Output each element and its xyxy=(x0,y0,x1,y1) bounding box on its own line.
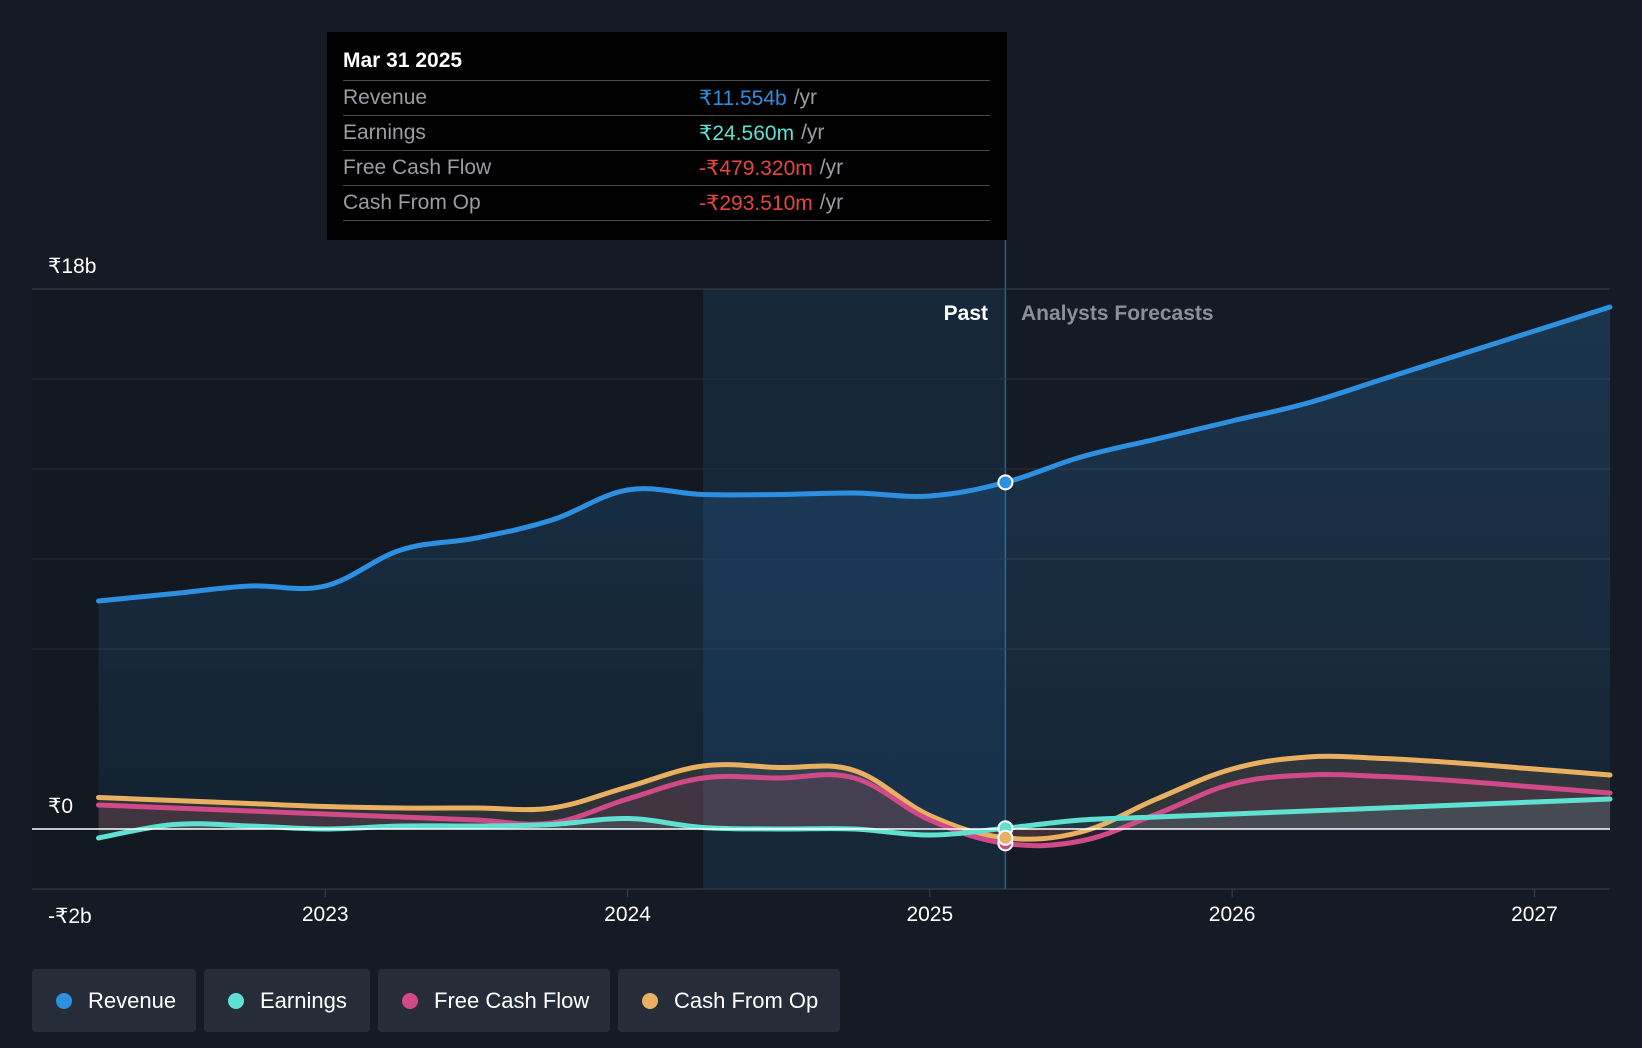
x-tick-label: 2027 xyxy=(1511,903,1558,926)
tooltip: Mar 31 2025 Revenue ₹11.554b /yr Earning… xyxy=(327,32,1007,240)
x-tick-label: 2026 xyxy=(1209,903,1256,926)
tooltip-unit: /yr xyxy=(801,121,825,144)
y-tick-label: -₹2b xyxy=(48,905,92,928)
legend-label: Revenue xyxy=(88,987,177,1013)
cash-from-op-marker[interactable] xyxy=(997,829,1014,846)
free-cash-flow-dot-icon xyxy=(402,992,418,1009)
legend-item-earnings[interactable]: Earnings xyxy=(204,969,370,1032)
tooltip-value: ₹24.560m xyxy=(699,121,795,145)
tooltip-unit: /yr xyxy=(819,156,844,179)
legend-label: Earnings xyxy=(260,987,347,1013)
free-cash-flow-line[interactable] xyxy=(96,772,1613,849)
tooltip-label: Earnings xyxy=(343,121,426,144)
legend-label: Cash From Op xyxy=(674,987,819,1013)
legend-item-free-cash-flow[interactable]: Free Cash Flow xyxy=(378,969,610,1032)
tooltip-label: Revenue xyxy=(343,86,428,109)
cash-from-op-dot-icon xyxy=(642,992,658,1009)
cash-from-op-line[interactable] xyxy=(96,753,1613,842)
revenue-dot-icon xyxy=(56,992,72,1009)
y-tick-label: ₹0 xyxy=(48,795,73,818)
tooltip-row-cash-from-op: Cash From Op -₹293.510m /yr xyxy=(343,185,990,221)
tooltip-unit: /yr xyxy=(819,191,844,214)
legend-item-cash-from-op[interactable]: Cash From Op xyxy=(618,969,840,1032)
tooltip-row-revenue: Revenue ₹11.554b /yr xyxy=(343,80,990,115)
tooltip-label: Cash From Op xyxy=(343,191,481,214)
tooltip-label: Free Cash Flow xyxy=(343,156,492,179)
legend-item-revenue[interactable]: Revenue xyxy=(32,969,196,1032)
y-tick-label: ₹18b xyxy=(48,255,96,278)
forecast-label: Analysts Forecasts xyxy=(1021,302,1214,325)
tooltip-value: -₹479.320m xyxy=(699,156,813,180)
revenue-marker[interactable] xyxy=(997,474,1014,491)
legend-label: Free Cash Flow xyxy=(434,987,590,1013)
tooltip-date: Mar 31 2025 xyxy=(343,49,463,72)
tooltip-row-free-cash-flow: Free Cash Flow -₹479.320m /yr xyxy=(343,150,990,185)
revenue-line[interactable] xyxy=(96,304,1613,604)
tooltip-value: -₹293.510m xyxy=(699,191,813,215)
earnings-dot-icon xyxy=(228,992,244,1009)
tooltip-row-earnings: Earnings ₹24.560m /yr xyxy=(343,115,990,150)
tooltip-unit: /yr xyxy=(793,86,818,109)
tooltip-value: ₹11.554b xyxy=(699,86,787,110)
revenue-area xyxy=(98,307,1611,829)
x-tick-label: 2023 xyxy=(302,903,349,926)
past-label: Past xyxy=(944,302,988,325)
x-tick-label: 2024 xyxy=(604,903,651,926)
x-tick-label: 2025 xyxy=(906,903,953,926)
